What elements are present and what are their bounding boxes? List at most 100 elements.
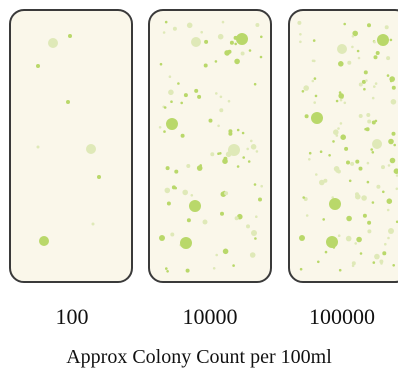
colony-dot (303, 85, 310, 91)
colony-dot (220, 211, 224, 216)
colony-dot (391, 85, 396, 90)
colony-dot (240, 51, 245, 56)
colony-dot (180, 237, 192, 249)
colony-dot (372, 261, 376, 264)
colony-dot (246, 224, 250, 229)
colony-dot (391, 131, 396, 136)
colony-dot (229, 40, 234, 45)
colony-dot (301, 90, 305, 93)
colony-dot (223, 156, 228, 161)
colony-dot (343, 22, 347, 26)
colony-dot (384, 242, 387, 246)
colony-dot (215, 253, 218, 257)
colony-dot (302, 196, 306, 199)
colony-dot (395, 187, 398, 191)
colony-dot (194, 88, 199, 93)
colony-dot (358, 114, 363, 118)
colony-dot (315, 173, 318, 176)
colony-dot (326, 236, 338, 248)
colony-dot (314, 94, 318, 98)
colony-dot (380, 262, 383, 265)
colony-dot (255, 150, 259, 153)
colony-dot (372, 139, 382, 149)
colony-dot (250, 139, 253, 143)
colony-dot (253, 183, 257, 186)
colony-dot (222, 248, 229, 255)
colony-dot (365, 127, 370, 132)
colony-dot (308, 158, 311, 161)
colony-dot (158, 126, 162, 129)
colony-dot (356, 49, 360, 53)
colony-dot (367, 23, 371, 28)
colony-dot (347, 60, 352, 65)
colony-dot (305, 214, 309, 217)
colony-dot (357, 56, 361, 60)
colony-dot (212, 267, 216, 270)
colony-dot (388, 138, 394, 145)
colony-dot (352, 30, 359, 37)
colony-dot (163, 106, 167, 109)
colony-dot (386, 74, 390, 77)
colony-dot (170, 100, 173, 103)
colony-dot (370, 148, 374, 151)
colony-dot (355, 159, 360, 164)
colony-dot (361, 79, 366, 84)
colony-dot (234, 58, 240, 65)
colony-dot (208, 118, 213, 123)
colony-dot (373, 40, 376, 44)
colony-dot (381, 165, 385, 170)
colony-dot (236, 33, 248, 45)
colony-dot (312, 39, 316, 42)
colony-dot (254, 215, 258, 218)
plate-100 (9, 9, 133, 283)
colony-dot (351, 264, 355, 268)
colony-dot (317, 260, 320, 264)
colony-dot (185, 268, 190, 273)
colony-dot (332, 140, 335, 143)
colony-dot (66, 100, 70, 104)
colony-dot (355, 193, 361, 200)
colony-dot (234, 216, 239, 221)
colony-dot (186, 218, 191, 223)
colony-dot (333, 166, 340, 172)
colony-dot (36, 64, 40, 68)
colony-dot (329, 198, 341, 210)
colony-dot (246, 147, 249, 151)
colony-dot (358, 82, 363, 87)
colony-dot (253, 82, 257, 86)
colony-dot (217, 152, 220, 155)
colony-dot (366, 161, 370, 165)
plate-100000-colonies (297, 20, 398, 272)
colony-dot (346, 160, 350, 165)
colony-dot (374, 253, 380, 260)
plate-100-colonies (36, 34, 101, 246)
colony-dot (382, 251, 387, 256)
colony-dot (186, 22, 193, 29)
colony-dot (217, 124, 220, 128)
colony-dot (170, 232, 175, 237)
colony-dot (191, 37, 201, 47)
colony-dot (36, 145, 40, 149)
colony-dot (338, 268, 342, 272)
colony-dot (159, 62, 163, 66)
colony-dot (260, 35, 263, 39)
colony-dot (377, 34, 389, 46)
colony-dot (337, 44, 347, 54)
colony-dot (236, 128, 240, 132)
colony-dot (203, 63, 208, 68)
colony-dot (168, 75, 172, 78)
colony-dot (200, 30, 203, 34)
colony-dot (180, 133, 185, 138)
colony-dot (232, 264, 235, 267)
plates-panel (9, 9, 398, 283)
colony-dot (164, 187, 171, 194)
colony-dot (335, 99, 339, 103)
colony-dot (339, 122, 343, 125)
colony-dot (311, 112, 323, 124)
colony-dot (241, 131, 245, 135)
count-label-100: 100 (55, 304, 89, 329)
colony-dot (319, 179, 325, 186)
colony-dot (297, 20, 302, 25)
colony-dot (259, 55, 263, 59)
